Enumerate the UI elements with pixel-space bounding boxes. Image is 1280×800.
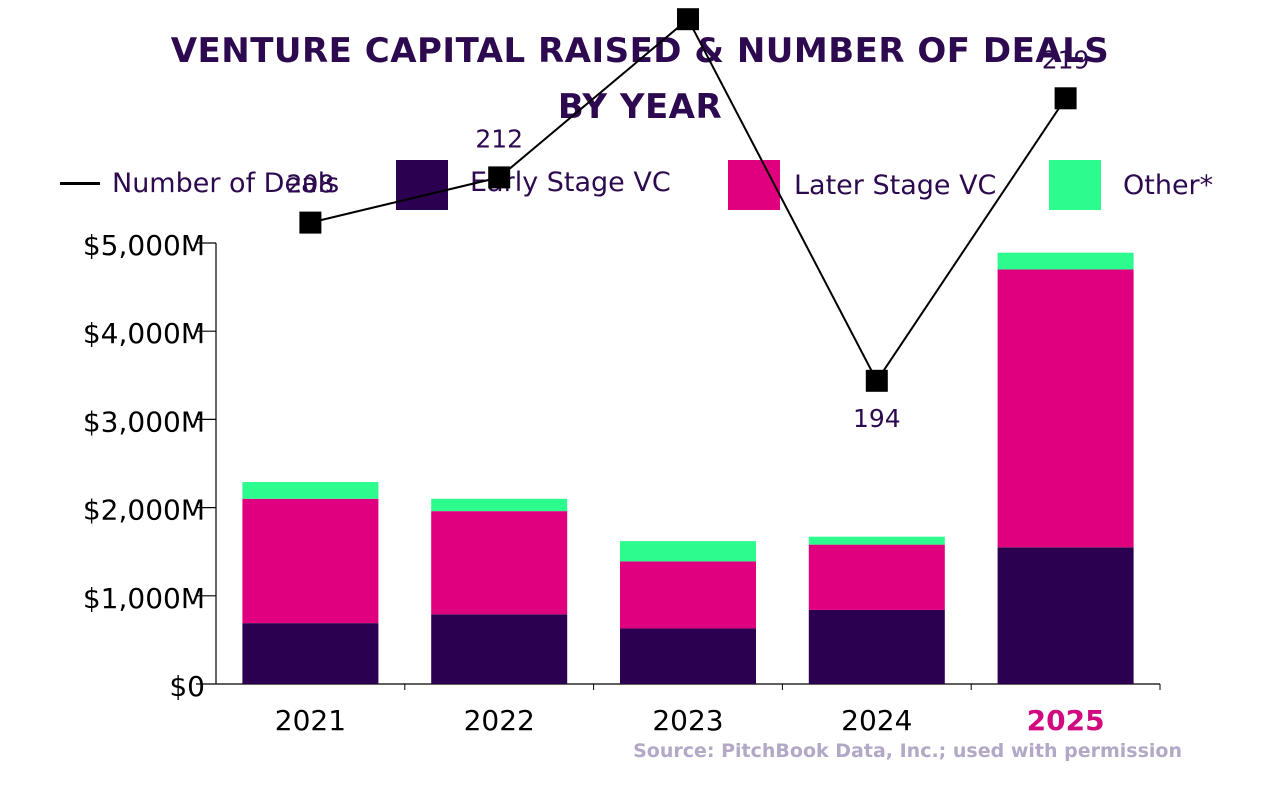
legend-item-number-of-deals: Number of Deals — [60, 168, 339, 199]
bar-early-2021 — [242, 623, 379, 684]
deals-marker-2023 — [677, 8, 699, 31]
deals-marker-2022 — [488, 166, 511, 189]
y-tick-label: $3,000M — [83, 405, 205, 438]
source-note: Source: PitchBook Data, Inc.; used with … — [633, 740, 1182, 762]
deals-marker-2024 — [865, 369, 888, 392]
bar-later-2021 — [242, 498, 379, 624]
x-tick-label: 2025 — [1027, 704, 1105, 737]
bar-early-2025 — [997, 547, 1134, 684]
x-tick-label: 2021 — [275, 704, 346, 737]
bar-later-2025 — [997, 269, 1134, 548]
deals-line — [310, 17, 1067, 383]
deals-data-label: 212 — [475, 124, 523, 153]
bar-early-2023 — [620, 628, 756, 684]
bar-other-2025 — [997, 252, 1134, 270]
chart-title-line-1: VENTURE CAPITAL RAISED & NUMBER OF DEALS — [170, 31, 1110, 71]
x-tick-label: 2024 — [841, 704, 912, 737]
legend-swatch-later-stage — [728, 160, 780, 210]
legend-label-number-of-deals: Number of Deals — [112, 168, 340, 199]
y-tick-label: $2,000M — [83, 494, 205, 527]
legend-label-later-stage: Later Stage VC — [794, 169, 997, 201]
deals-marker-2025 — [1054, 87, 1077, 110]
bar-later-2024 — [808, 544, 945, 610]
bar-later-2022 — [431, 511, 568, 615]
chart-title-line-2: BY YEAR — [557, 87, 723, 127]
legend-line-swatch — [60, 182, 100, 185]
legend-label-other: Other* — [1123, 169, 1214, 201]
y-tick-label: $0 — [169, 670, 205, 703]
y-tick-label: $4,000M — [83, 317, 205, 350]
deals-data-label: 208 — [287, 170, 335, 199]
legend-item-other: Other* — [1049, 160, 1213, 210]
x-tick-label: 2023 — [652, 704, 723, 737]
deals-data-label: 194 — [853, 404, 901, 433]
bar-other-2021 — [242, 482, 379, 499]
legend-swatch-other — [1049, 160, 1101, 210]
legend-item-later-stage: Later Stage VC — [728, 160, 996, 210]
bar-later-2023 — [620, 561, 756, 629]
y-tick-label: $1,000M — [83, 582, 205, 615]
bar-early-2024 — [808, 609, 945, 684]
deals-marker-2021 — [299, 211, 322, 234]
bar-other-2023 — [620, 541, 756, 562]
deals-data-label: 219 — [1042, 45, 1090, 74]
legend-swatch-early-stage — [396, 160, 448, 210]
bar-other-2024 — [808, 536, 945, 545]
x-tick-label: 2022 — [464, 704, 535, 737]
bar-early-2022 — [431, 614, 568, 684]
y-tick-label: $5,000M — [83, 229, 205, 262]
bar-other-2022 — [431, 498, 568, 512]
